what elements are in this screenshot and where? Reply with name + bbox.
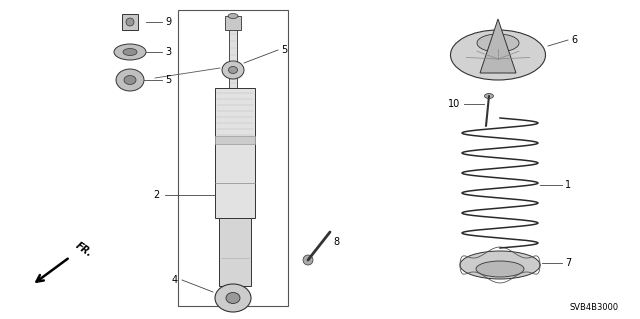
Text: 9: 9	[165, 17, 171, 27]
Text: SVB4B3000: SVB4B3000	[570, 303, 619, 313]
Text: 8: 8	[333, 237, 339, 247]
Text: 6: 6	[571, 35, 577, 45]
Text: 5: 5	[165, 75, 172, 85]
Ellipse shape	[477, 34, 519, 52]
Text: 7: 7	[565, 258, 572, 268]
Ellipse shape	[114, 44, 146, 60]
Ellipse shape	[460, 251, 540, 279]
Bar	[219, 218, 251, 286]
Text: 3: 3	[165, 47, 171, 57]
Text: 1: 1	[565, 180, 571, 190]
Ellipse shape	[228, 13, 238, 19]
Bar	[225, 16, 241, 30]
Ellipse shape	[222, 61, 244, 79]
Ellipse shape	[123, 48, 137, 56]
Text: 10: 10	[448, 99, 460, 109]
Text: 5: 5	[281, 45, 287, 55]
Bar	[215, 88, 255, 218]
Bar	[229, 28, 237, 90]
Ellipse shape	[124, 76, 136, 85]
Ellipse shape	[484, 93, 493, 99]
Ellipse shape	[451, 30, 545, 80]
Ellipse shape	[116, 69, 144, 91]
Ellipse shape	[228, 66, 237, 73]
Polygon shape	[480, 19, 516, 73]
Circle shape	[126, 18, 134, 26]
Text: 4: 4	[172, 275, 178, 285]
Bar	[122, 14, 138, 30]
Ellipse shape	[476, 261, 524, 277]
Bar	[178, 10, 288, 306]
Circle shape	[303, 255, 313, 265]
Bar	[215, 136, 255, 144]
Ellipse shape	[226, 293, 240, 303]
Text: 2: 2	[154, 190, 160, 200]
Text: FR.: FR.	[74, 241, 95, 259]
Ellipse shape	[215, 284, 251, 312]
